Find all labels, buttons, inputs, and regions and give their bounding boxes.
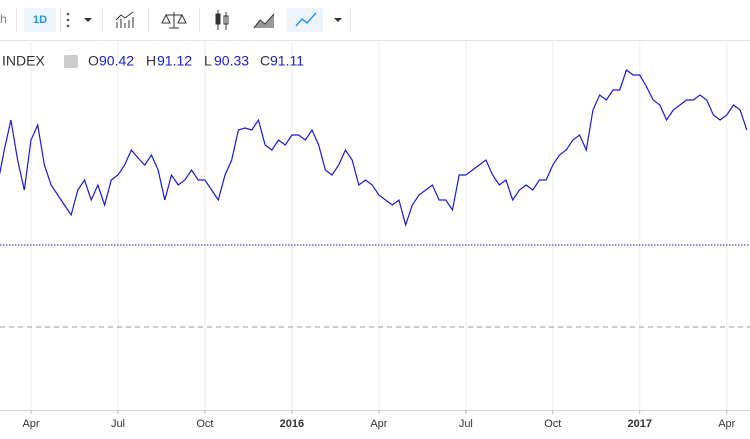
legend-value: 90.42 bbox=[99, 53, 134, 69]
line-button-bg[interactable] bbox=[287, 8, 323, 32]
legend-label: O bbox=[88, 53, 99, 69]
eye-icon[interactable] bbox=[64, 55, 78, 68]
x-tick-label: Jul bbox=[111, 418, 125, 430]
legend: INDEX O 90.42 H 91.12 L 90.33 C 91.11 bbox=[2, 53, 304, 69]
price-line bbox=[0, 69, 748, 228]
legend-label: L bbox=[204, 53, 212, 69]
x-tick-label: 2016 bbox=[280, 418, 304, 430]
x-tick-label: Oct bbox=[196, 418, 213, 430]
legend-value: 91.12 bbox=[157, 53, 192, 69]
line-button[interactable] bbox=[295, 12, 317, 27]
compare-button[interactable] bbox=[161, 12, 187, 29]
area-button[interactable] bbox=[253, 13, 275, 29]
interval-button[interactable]: 1D bbox=[33, 14, 47, 26]
dropdown-arrow[interactable] bbox=[84, 18, 92, 22]
plot-area bbox=[0, 40, 750, 410]
legend-label: H bbox=[146, 53, 156, 69]
interval-button-bg[interactable] bbox=[24, 8, 56, 32]
x-tick-label: Oct bbox=[544, 418, 561, 430]
legend-label: C bbox=[260, 53, 270, 69]
x-tick-label: Apr bbox=[718, 418, 735, 430]
legend-symbol: INDEX bbox=[2, 53, 45, 69]
more-menu[interactable] bbox=[66, 12, 70, 28]
x-tick-label: 2017 bbox=[628, 418, 652, 430]
x-tick-label: Apr bbox=[370, 418, 387, 430]
x-tick-label: Jul bbox=[459, 418, 473, 430]
indicators-button[interactable] bbox=[115, 11, 134, 28]
interval-button[interactable]: h bbox=[0, 12, 7, 26]
toolbar bbox=[0, 0, 750, 40]
dropdown-arrow[interactable] bbox=[334, 18, 342, 22]
candles-button[interactable] bbox=[215, 10, 229, 30]
legend-value: 90.33 bbox=[214, 53, 249, 69]
x-tick-label: Apr bbox=[22, 418, 39, 430]
legend-value: 91.11 bbox=[270, 53, 304, 69]
